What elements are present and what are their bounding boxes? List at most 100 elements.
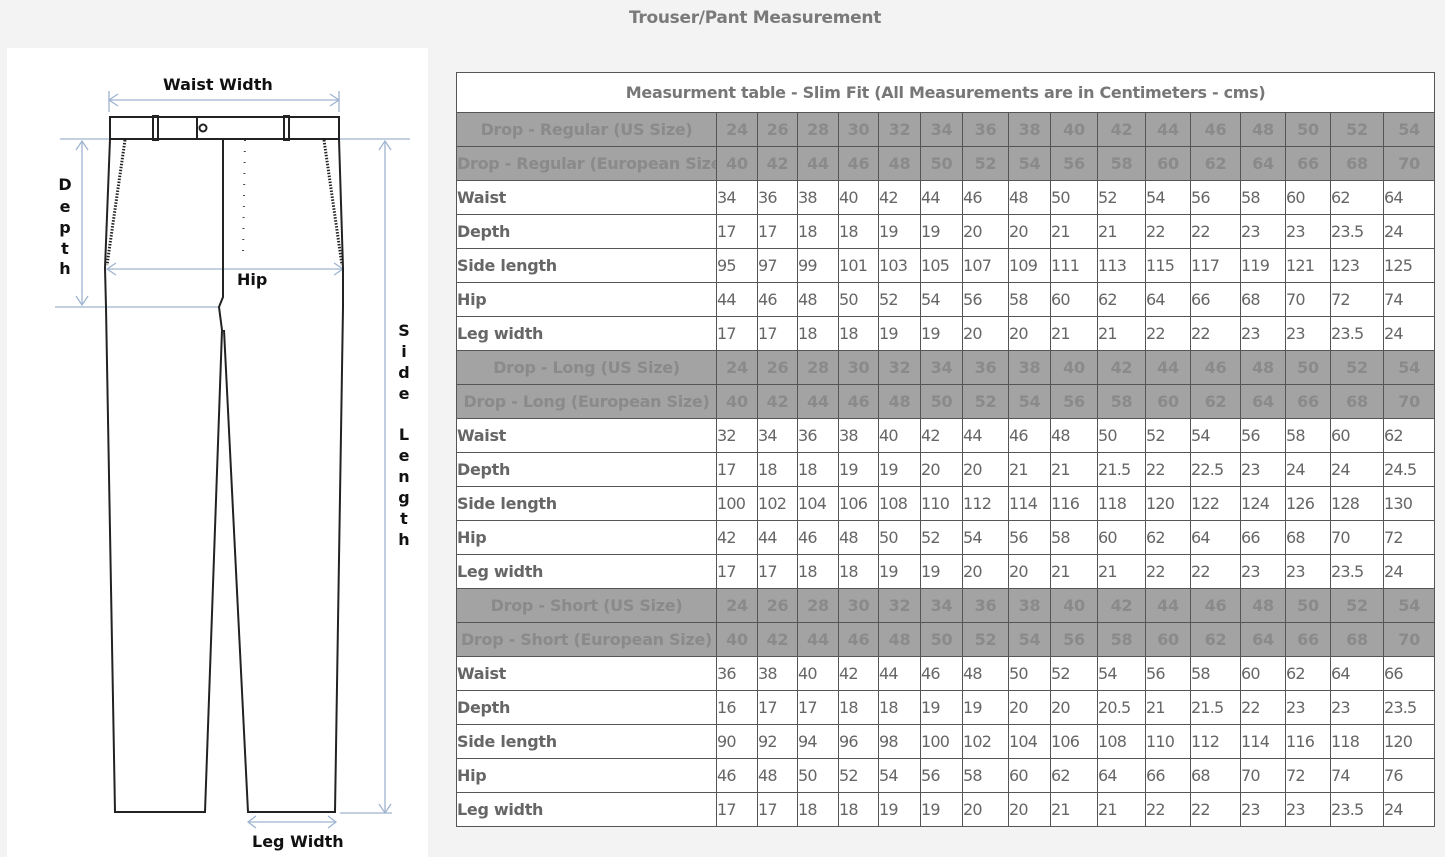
cell-value: 112 [962, 486, 1009, 521]
cell-value: 50 [878, 520, 921, 555]
cell-value: 22 [1190, 792, 1241, 827]
cell-value: 106 [1050, 724, 1098, 759]
cell-value: 114 [1008, 486, 1051, 521]
cell-value: 114 [1240, 724, 1286, 759]
eu-size-header-row: Drop - Regular (European Size) 40 42 44 46 48… [456, 146, 1436, 181]
cell-value: 20 [1050, 690, 1098, 725]
cell-value: 64 [1330, 656, 1384, 691]
cell-value: 36 [962, 588, 1009, 623]
cell-value: 42 [1097, 112, 1146, 147]
cell-value: 74 [1330, 758, 1384, 793]
cell-value: 64 [1145, 282, 1191, 317]
table-row: Waist 34 36 38 40 42 44 46 48 50 52 54 56 58 60 62 64 [456, 180, 1436, 215]
cell-value: 50 [838, 282, 879, 317]
cell-value: 46 [797, 520, 839, 555]
cell-value: 23 [1285, 214, 1331, 249]
table-row: Leg width 17 17 18 18 19 19 20 20 21 21 22 22 23 23 23.… [456, 792, 1436, 827]
cell-value: 17 [757, 316, 798, 351]
cell-value: 112 [1190, 724, 1241, 759]
cell-value: 40 [716, 622, 758, 657]
cell-value: 58 [1008, 282, 1051, 317]
cell-value: 99 [797, 248, 839, 283]
cell-value: 21 [1050, 792, 1098, 827]
row-label: Drop - Regular (European Size) [456, 146, 717, 181]
cell-value: 18 [797, 554, 839, 589]
cell-value: 24 [716, 588, 758, 623]
cell-value: 66 [1190, 282, 1241, 317]
cell-value: 66 [1240, 520, 1286, 555]
cell-value: 76 [1382, 758, 1436, 793]
cell-value: 56 [1050, 622, 1098, 657]
cell-value: 68 [1190, 758, 1241, 793]
cell-value: 56 [1240, 418, 1286, 453]
cell-value: 103 [878, 248, 921, 283]
cell-value: 56 [920, 758, 963, 793]
row-label: Hip [456, 520, 717, 555]
cell-value: 90 [716, 724, 758, 759]
cell-value: 62 [1330, 180, 1384, 215]
cell-value: 44 [797, 384, 839, 419]
cell-value: 44 [1145, 588, 1191, 623]
cell-value: 48 [757, 758, 798, 793]
svg-text:h: h [59, 259, 70, 278]
measurement-table: Measurment table - Slim Fit (All Measure… [455, 72, 1436, 827]
cell-value: 28 [797, 112, 839, 147]
cell-value: 60 [1145, 384, 1191, 419]
cell-value: 42 [1097, 350, 1146, 385]
cell-value: 21 [1097, 316, 1146, 351]
hip-label: Hip [237, 270, 267, 289]
cell-value: 42 [920, 418, 963, 453]
cell-value: 52 [920, 520, 963, 555]
cell-value: 48 [962, 656, 1009, 691]
cell-value: 62 [1190, 146, 1241, 181]
cell-value: 32 [878, 350, 921, 385]
cell-value: 60 [1240, 656, 1286, 691]
cell-value: 56 [1190, 180, 1241, 215]
svg-text:t: t [400, 509, 408, 528]
cell-value: 28 [797, 350, 839, 385]
cell-value: 66 [1285, 384, 1331, 419]
svg-text:h: h [398, 530, 409, 549]
table-row: Depth 17 18 18 19 19 20 20 21 21 21.5 22 22.5 23 24 24 2… [456, 452, 1436, 487]
cell-value: 66 [1382, 656, 1436, 691]
cell-value: 30 [838, 350, 879, 385]
cell-value: 60 [1285, 180, 1331, 215]
cell-value: 52 [1050, 656, 1098, 691]
cell-value: 54 [1382, 588, 1436, 623]
cell-value: 23 [1285, 792, 1331, 827]
cell-value: 36 [962, 112, 1009, 147]
cell-value: 19 [878, 214, 921, 249]
cell-value: 36 [757, 180, 798, 215]
cell-value: 48 [878, 622, 921, 657]
cell-value: 24.5 [1382, 452, 1436, 487]
cell-value: 18 [797, 316, 839, 351]
svg-text:p: p [59, 218, 70, 237]
cell-value: 17 [716, 554, 758, 589]
cell-value: 23.5 [1382, 690, 1436, 725]
cell-value: 56 [1008, 520, 1051, 555]
row-label: Drop - Long (European Size) [456, 384, 717, 419]
cell-value: 21 [1050, 214, 1098, 249]
cell-value: 70 [1240, 758, 1286, 793]
cell-value: 36 [962, 350, 1009, 385]
table-title: Measurment table - Slim Fit (All Measure… [455, 72, 1436, 113]
cell-value: 56 [1145, 656, 1191, 691]
cell-value: 118 [1097, 486, 1146, 521]
cell-value: 68 [1330, 146, 1384, 181]
cell-value: 62 [1050, 758, 1098, 793]
cell-value: 104 [1008, 724, 1051, 759]
cell-value: 40 [1050, 350, 1098, 385]
row-label: Side length [456, 724, 717, 759]
cell-value: 23.5 [1330, 554, 1384, 589]
eu-size-header-row: Drop - Long (European Size) 40 42 44 46 48 50 5… [456, 384, 1436, 419]
cell-value: 18 [838, 792, 879, 827]
cell-value: 46 [838, 146, 879, 181]
cell-value: 125 [1382, 248, 1436, 283]
cell-value: 17 [716, 452, 758, 487]
cell-value: 21.5 [1097, 452, 1146, 487]
cell-value: 42 [1097, 588, 1146, 623]
cell-value: 48 [838, 520, 879, 555]
cell-value: 62 [1190, 384, 1241, 419]
table-row: Hip 46 48 50 52 54 56 58 60 62 64 66 68 70 72 74 76 [456, 758, 1436, 793]
cell-value: 23 [1285, 690, 1331, 725]
